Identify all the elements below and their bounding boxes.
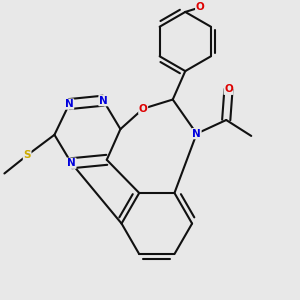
Text: O: O (196, 2, 204, 12)
Text: S: S (23, 150, 31, 160)
Text: O: O (224, 84, 233, 94)
Text: N: N (192, 129, 201, 139)
Text: N: N (65, 99, 74, 109)
Text: N: N (99, 96, 108, 106)
Text: N: N (67, 158, 76, 168)
Text: O: O (139, 103, 148, 114)
